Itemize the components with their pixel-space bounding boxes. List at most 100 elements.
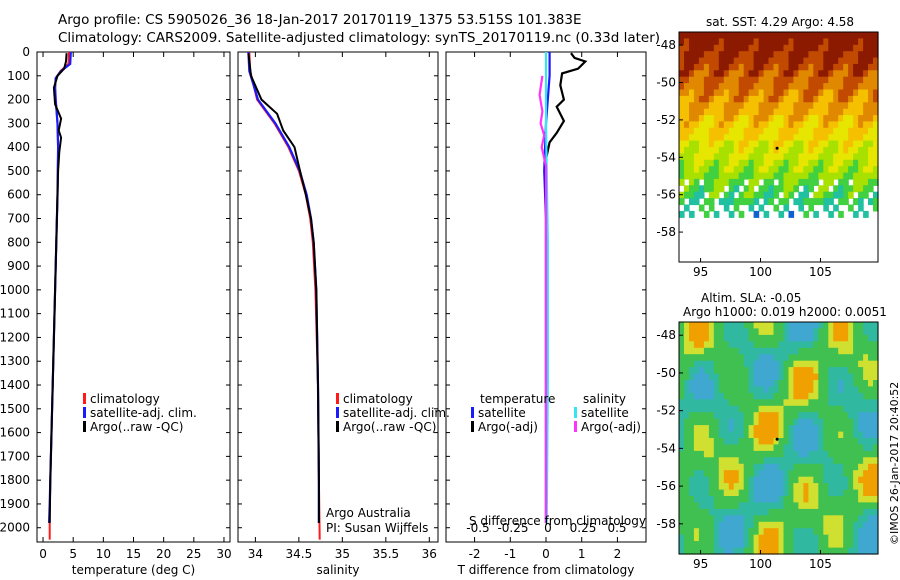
sst-map-cell (689, 185, 695, 193)
sla-map-cell (713, 476, 720, 484)
sla-map-cell (684, 367, 690, 375)
sla-map-cell (738, 534, 745, 542)
sla-map-cell (708, 521, 715, 529)
sla-map-cell (778, 534, 785, 542)
sla-map-cell (743, 360, 750, 368)
sst-map-cell (728, 166, 735, 174)
sla-map-cell (793, 438, 799, 445)
sla-map-cell (828, 463, 834, 471)
sst-map-cell (823, 185, 829, 193)
sla-map-cell (823, 438, 829, 445)
sla-map-cell (763, 347, 770, 355)
sst-map-cell (698, 44, 705, 52)
sla-map-cell (743, 341, 750, 349)
sst-map-cell (838, 63, 844, 71)
sst-map-cell (698, 83, 705, 91)
sla-map-cell (813, 508, 819, 516)
sla-map-cell (788, 405, 795, 413)
sla-map-cell (679, 438, 685, 445)
sst-map-cell (823, 51, 829, 59)
sst-map-cell (818, 185, 824, 193)
sla-map-cell (808, 515, 814, 523)
sla-map-cell (773, 392, 780, 400)
sla-map-cell (798, 412, 804, 420)
sst-map-cell (808, 102, 814, 110)
sst-map-cell (788, 191, 795, 199)
sst-map-cell (783, 178, 790, 186)
sst-map-cell (723, 102, 730, 110)
depth-tick-label: 300 (7, 116, 30, 130)
sla-map-cell (689, 412, 695, 420)
sla-map-cell (679, 489, 685, 497)
sla-map-cell (718, 547, 725, 555)
sla-map-cell (693, 360, 700, 368)
sst-map-cell (679, 191, 685, 199)
sla-map-cell (768, 450, 775, 458)
sla-map-cell (828, 399, 834, 407)
sla-map-cell (738, 399, 745, 407)
sst-map-cell (748, 127, 755, 135)
sst-map-cell (818, 198, 824, 206)
sst-map-cell (693, 127, 700, 135)
sst-map-cell (823, 140, 829, 148)
sst-map-cell (833, 83, 839, 91)
sst-map-cell (813, 210, 819, 218)
sla-map-cell (793, 412, 799, 420)
sla-map-cell (848, 476, 854, 484)
sla-map-cell (733, 412, 740, 420)
sst-map-cell (783, 198, 790, 206)
sla-map-cell (718, 322, 725, 329)
sst-map-cell (713, 108, 720, 116)
sst-map-cell (863, 32, 869, 39)
sst-map-cell (743, 127, 750, 135)
sla-map-cell (808, 405, 814, 413)
sst-map-cell (763, 95, 770, 103)
sla-map-cell (778, 502, 785, 510)
sst-map-cell (689, 83, 695, 91)
sla-map-cell (778, 438, 785, 445)
sst-map-cell (803, 83, 809, 91)
sla-map-cell (798, 457, 804, 465)
sla-map-cell (868, 444, 874, 452)
sla-map-cell (873, 425, 879, 433)
sst-map-cell (768, 172, 775, 180)
sla-map-cell (818, 405, 824, 413)
sla-map-cell (768, 444, 775, 452)
sst-map-cell (768, 51, 775, 59)
sla-map-cell (748, 483, 755, 491)
sst-map-cell (873, 38, 879, 46)
sla-map-cell (823, 380, 829, 387)
sla-map-cell (813, 457, 819, 465)
sla-map-cell (743, 412, 750, 420)
sst-map-cell (848, 83, 854, 91)
sst-map-cell (758, 166, 765, 174)
sst-map-cell (738, 70, 745, 78)
sla-map-cell (783, 412, 790, 420)
sst-map-cell (733, 178, 740, 186)
sla-map-cell (684, 386, 690, 394)
sla-map-cell (833, 470, 839, 478)
sst-map-cell (778, 38, 785, 46)
sst-map-cell (743, 32, 750, 39)
sst-map-cell (753, 210, 760, 218)
sla-map-cell (853, 534, 859, 542)
sst-map-cell (843, 76, 849, 84)
sla-map-cell (733, 496, 740, 503)
sst-map-cell (698, 127, 705, 135)
sst-map-cell (823, 172, 829, 180)
sla-map-cell (833, 399, 839, 407)
sla-map-cell (689, 380, 695, 387)
sla-map-cell (808, 489, 814, 497)
sla-map-cell (798, 399, 804, 407)
sla-map-cell (783, 373, 790, 381)
sst-map-cell (803, 95, 809, 103)
sst-map-cell (728, 51, 735, 59)
sst-map-cell (823, 89, 829, 97)
sst-map-cell (808, 204, 814, 212)
sst-map-cell (848, 76, 854, 84)
sla-map-cell (763, 405, 770, 413)
sst-map-cell (778, 32, 785, 39)
sla-map-cell (823, 547, 829, 555)
sla-map-cell (679, 508, 685, 516)
sla-map-cell (743, 405, 750, 413)
